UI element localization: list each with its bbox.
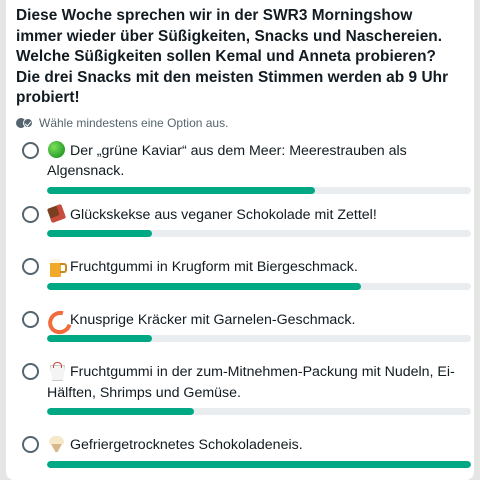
option-vote-count: 174 — [471, 312, 474, 326]
option-progress-bar — [47, 186, 471, 194]
option-radio[interactable] — [22, 363, 39, 380]
shrimp-icon — [47, 310, 66, 327]
poll-option-2[interactable]: Glückskekse aus veganer Schokolade mit Z… — [16, 205, 471, 237]
option-progress-fill — [47, 460, 471, 468]
beer-mug-icon — [47, 257, 67, 277]
chocolate-bar-icon — [47, 205, 66, 222]
option-radio[interactable] — [22, 205, 39, 223]
option-label: Gefriergetrocknetes Schokoladeneis. — [70, 437, 303, 453]
option-radio[interactable] — [22, 141, 39, 159]
option-progress-bar — [47, 408, 471, 415]
option-progress-bar — [47, 460, 471, 468]
poll-option-4[interactable]: Knusprige Kräcker mit Garnelen-Geschmack… — [16, 310, 471, 342]
option-progress-bar — [47, 335, 471, 342]
option-progress-bar — [47, 282, 471, 290]
takeout-box-icon — [47, 362, 66, 379]
option-label: Fruchtgummi in der zum-Mitnehmen-Packung… — [47, 364, 455, 401]
poll-card: Diese Woche sprechen wir in der SWR3 Mor… — [6, 0, 474, 480]
option-label: Glückskekse aus veganer Schokolade mit Z… — [70, 206, 377, 223]
option-progress-fill — [47, 335, 153, 342]
option-vote-count: 174 — [471, 207, 474, 221]
option-label: Fruchtgummi in Krugform mit Biergeschmac… — [70, 259, 358, 275]
poll-option-1[interactable]: Der „grüne Kaviar“ aus dem Meer: Meerest… — [16, 140, 471, 194]
option-vote-count: 518 — [471, 259, 474, 273]
option-label: Knusprige Kräcker mit Garnelen-Geschmack… — [70, 311, 356, 328]
poll-option-6[interactable]: Gefriergetrocknetes Schokoladeneis. 700 — [16, 435, 471, 468]
option-vote-count: 243 — [471, 364, 474, 378]
option-progress-fill — [47, 230, 153, 237]
green-circle-icon — [47, 140, 66, 158]
option-radio[interactable] — [22, 436, 39, 453]
option-vote-count: 700 — [471, 437, 474, 451]
option-radio[interactable] — [22, 258, 39, 275]
poll-options: Der „grüne Kaviar“ aus dem Meer: Meerest… — [16, 140, 471, 468]
option-progress-fill — [47, 186, 315, 194]
option-progress-fill — [47, 408, 195, 415]
poll-option-3[interactable]: Fruchtgummi in Krugform mit Biergeschmac… — [16, 257, 471, 290]
option-progress-bar — [47, 230, 471, 237]
ice-cream-icon — [47, 435, 66, 452]
poll-hint: Wähle mindestens eine Option aus. — [16, 115, 462, 131]
option-radio[interactable] — [22, 310, 39, 328]
poll-question: Diese Woche sprechen wir in der SWR3 Mor… — [16, 7, 449, 106]
option-progress-fill — [47, 282, 361, 290]
double-check-icon — [16, 117, 34, 128]
poll-hint-text: Wähle mindestens eine Option aus. — [39, 115, 229, 130]
poll-option-5[interactable]: Fruchtgummi in der zum-Mitnehmen-Packung… — [16, 362, 471, 415]
option-label: Der „grüne Kaviar“ aus dem Meer: Meerest… — [47, 142, 407, 180]
option-vote-count: 442 — [471, 143, 474, 157]
